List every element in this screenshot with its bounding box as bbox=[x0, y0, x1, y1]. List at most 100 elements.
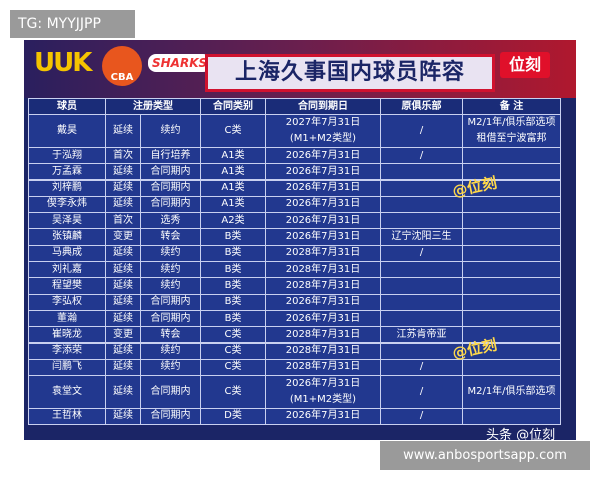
original-club bbox=[380, 309, 463, 328]
source-tag: TG: MYYJJPP bbox=[10, 10, 135, 38]
reg-kind-text: 延续 bbox=[113, 410, 133, 422]
contract-class-text: B类 bbox=[224, 296, 242, 308]
expiry: 2026年7月31日 bbox=[265, 309, 381, 328]
expiry: 2026年7月31日 bbox=[265, 195, 381, 214]
player: 戴昊 bbox=[28, 114, 106, 148]
note bbox=[462, 407, 561, 425]
reg-type-text: 选秀 bbox=[160, 214, 181, 226]
expiry-text: 2026年7月31日 bbox=[285, 182, 361, 194]
player-text: 董瀚 bbox=[57, 312, 77, 324]
reg-type: 合同期内 bbox=[140, 195, 201, 214]
reg-type-text: 合同期内 bbox=[150, 410, 191, 422]
expiry: 2026年7月31日 bbox=[265, 293, 381, 311]
header-bar: UUK CBA SHARKS 上海久事国内球员阵容 位刻 bbox=[24, 40, 576, 98]
logo: CBA bbox=[102, 46, 142, 86]
reg-kind: 延续 bbox=[105, 261, 141, 279]
reg-kind-text: 延续 bbox=[113, 312, 133, 324]
reg-type-text: 合同期内 bbox=[150, 182, 191, 194]
reg-type-text: 自行培养 bbox=[150, 149, 191, 161]
original-club-text: / bbox=[419, 410, 424, 422]
original-club bbox=[380, 261, 463, 279]
reg-kind-text: 延续 bbox=[113, 279, 133, 291]
expiry-text: 2028年7月31日 bbox=[285, 263, 361, 275]
column-header-text: 备 注 bbox=[499, 100, 524, 112]
contract-class: C类 bbox=[200, 375, 266, 409]
reg-type-text: 合同期内 bbox=[150, 312, 191, 324]
contract-class-text: C类 bbox=[224, 125, 242, 137]
player-text: 李添荣 bbox=[52, 345, 82, 357]
original-club bbox=[380, 212, 463, 230]
reg-type: 续约 bbox=[140, 277, 201, 295]
player-text: 闫鹏飞 bbox=[52, 361, 82, 373]
original-club-text: / bbox=[419, 125, 424, 137]
player-text: 于泓翔 bbox=[52, 149, 82, 161]
reg-kind: 延续 bbox=[105, 277, 141, 295]
site-tag: www.anbosportsapp.com bbox=[380, 441, 590, 470]
reg-kind: 变更 bbox=[105, 228, 141, 246]
player-text: 王哲林 bbox=[52, 410, 82, 422]
reg-kind-text: 延续 bbox=[113, 296, 133, 308]
reg-kind: 延续 bbox=[105, 375, 141, 409]
reg-type-text: 合同期内 bbox=[150, 165, 191, 177]
reg-kind-text: 首次 bbox=[113, 214, 133, 226]
contract-class-text: A2类 bbox=[221, 214, 245, 226]
contract-class-text: A1类 bbox=[221, 165, 245, 177]
reg-kind: 延续 bbox=[105, 342, 141, 360]
reg-type: 合同期内 bbox=[140, 293, 201, 311]
expiry-text: (M1+M2类型) bbox=[289, 133, 357, 145]
expiry: 2026年7月31日 bbox=[265, 146, 381, 165]
contract-class: A1类 bbox=[200, 146, 266, 165]
player: 张镇麟 bbox=[28, 228, 106, 246]
contract-class-text: C类 bbox=[224, 385, 242, 397]
reg-type: 转会 bbox=[140, 228, 201, 246]
note-text: M2/1年/俱乐部选项 bbox=[467, 385, 556, 397]
reg-type-text: 转会 bbox=[160, 328, 181, 340]
column-header: 合同类别 bbox=[200, 98, 266, 116]
reg-kind-text: 延续 bbox=[113, 247, 133, 259]
original-club-text: / bbox=[419, 361, 424, 373]
poster: UUK CBA SHARKS 上海久事国内球员阵容 位刻 球员 注册类型 合同类别合… bbox=[24, 40, 576, 440]
contract-class: A1类 bbox=[200, 179, 266, 197]
reg-kind: 首次 bbox=[105, 146, 141, 165]
reg-type: 合同期内 bbox=[140, 407, 201, 425]
reg-kind: 延续 bbox=[105, 358, 141, 377]
reg-type-text: 合同期内 bbox=[150, 296, 191, 308]
reg-type: 合同期内 bbox=[140, 163, 201, 181]
expiry: 2028年7月31日 bbox=[265, 326, 381, 344]
original-club-text: / bbox=[419, 247, 424, 259]
column-header: 原俱乐部 bbox=[380, 98, 463, 116]
original-club: 辽宁沈阳三生 bbox=[380, 228, 463, 246]
player-text: 程望樊 bbox=[52, 279, 82, 291]
expiry: 2028年7月31日 bbox=[265, 261, 381, 279]
column-header-text: 合同类别 bbox=[213, 100, 253, 112]
reg-type: 续约 bbox=[140, 342, 201, 360]
original-club: 江苏肯帝亚 bbox=[380, 326, 463, 344]
expiry-text: 2026年7月31日 bbox=[285, 410, 361, 422]
player-text: 偰李永炜 bbox=[47, 198, 87, 210]
contract-class: A1类 bbox=[200, 195, 266, 214]
contract-class: B类 bbox=[200, 277, 266, 295]
reg-type-text: 合同期内 bbox=[150, 198, 191, 210]
contract-class: A1类 bbox=[200, 163, 266, 181]
player: 刘梓鹏 bbox=[28, 179, 106, 197]
player-text: 张镇麟 bbox=[52, 231, 82, 243]
player: 刘礼嘉 bbox=[28, 261, 106, 279]
watermark: 头条 @位刻 bbox=[486, 428, 556, 440]
original-club-text: / bbox=[419, 149, 424, 161]
reg-type: 续约 bbox=[140, 261, 201, 279]
original-club bbox=[380, 293, 463, 311]
expiry-text: (M1+M2类型) bbox=[289, 393, 357, 405]
reg-type-text: 合同期内 bbox=[150, 385, 191, 397]
note bbox=[462, 228, 561, 246]
expiry: 2026年7月31日 bbox=[265, 179, 381, 197]
reg-type-text: 续约 bbox=[160, 361, 181, 373]
column-header-text: 原俱乐部 bbox=[401, 100, 442, 112]
expiry-text: 2028年7月31日 bbox=[285, 279, 361, 291]
contract-class-text: B类 bbox=[224, 247, 242, 259]
contract-class: B类 bbox=[200, 244, 266, 262]
column-header: 合同到期日 bbox=[265, 98, 381, 116]
player-text: 吴泽昊 bbox=[52, 214, 82, 226]
contract-class: B类 bbox=[200, 261, 266, 279]
note bbox=[462, 261, 561, 279]
